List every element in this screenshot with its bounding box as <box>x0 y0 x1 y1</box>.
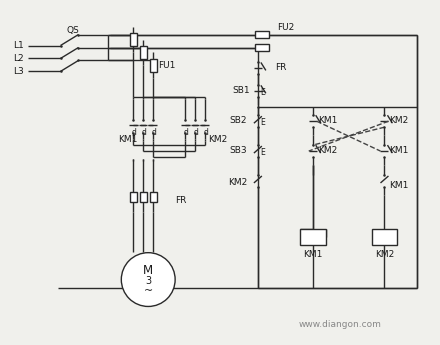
Text: KM2: KM2 <box>375 250 394 259</box>
Text: FU1: FU1 <box>158 61 176 70</box>
Circle shape <box>121 253 175 306</box>
Text: KM2: KM2 <box>389 116 409 125</box>
Text: FR: FR <box>175 196 187 205</box>
Bar <box>140 192 147 202</box>
Text: d: d <box>132 128 137 137</box>
Text: E: E <box>260 148 264 157</box>
Bar <box>255 44 269 51</box>
Text: ~: ~ <box>143 286 153 296</box>
Text: QS: QS <box>66 26 79 35</box>
Text: d: d <box>194 128 198 137</box>
Bar <box>140 46 147 59</box>
Text: M: M <box>143 264 153 277</box>
Bar <box>255 31 269 38</box>
Text: 3: 3 <box>145 276 151 286</box>
Text: FR: FR <box>275 63 286 72</box>
Text: L1: L1 <box>13 41 24 50</box>
Text: KM1: KM1 <box>118 135 138 144</box>
Text: www.diangon.com: www.diangon.com <box>298 320 381 329</box>
Bar <box>130 192 137 202</box>
Text: L2: L2 <box>13 54 24 63</box>
Bar <box>150 59 157 72</box>
Text: SB2: SB2 <box>229 116 247 125</box>
Text: KM1: KM1 <box>318 116 337 125</box>
Text: KM1: KM1 <box>389 146 409 155</box>
Text: d: d <box>152 128 157 137</box>
Text: E: E <box>260 118 264 127</box>
Text: KM2: KM2 <box>227 178 247 187</box>
Text: KM2: KM2 <box>318 146 337 155</box>
Text: d: d <box>183 128 189 137</box>
Bar <box>300 229 326 245</box>
Bar <box>130 33 137 46</box>
Text: KM2: KM2 <box>208 135 227 144</box>
Text: SB1: SB1 <box>232 86 250 95</box>
Text: L3: L3 <box>13 67 24 76</box>
Text: KM1: KM1 <box>303 250 323 259</box>
Text: SB3: SB3 <box>229 146 247 155</box>
Text: KM1: KM1 <box>389 181 409 190</box>
Bar <box>371 229 397 245</box>
Text: d: d <box>204 128 209 137</box>
Text: FU2: FU2 <box>277 23 294 32</box>
Text: d: d <box>142 128 147 137</box>
Bar <box>150 192 157 202</box>
Text: E: E <box>260 88 264 97</box>
